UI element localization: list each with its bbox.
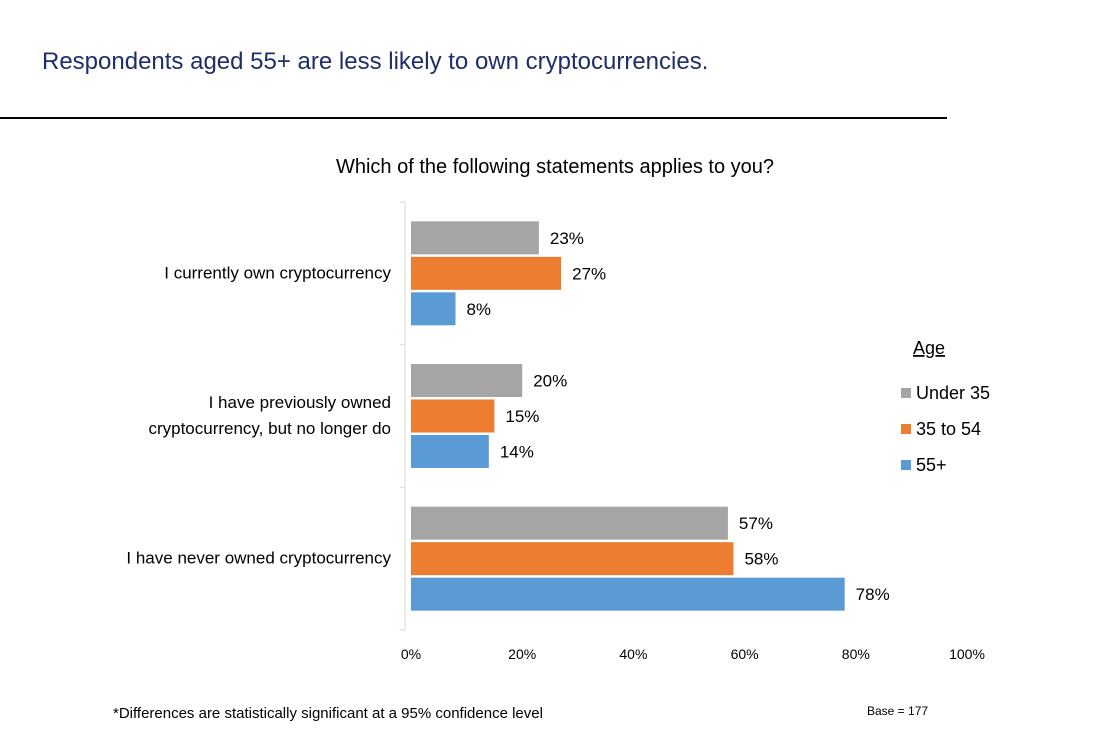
legend-label: 35 to 54 <box>916 419 981 439</box>
x-tick-label: 40% <box>619 646 647 662</box>
bar <box>411 221 539 255</box>
data-label: 78% <box>856 585 890 604</box>
x-tick-label: 80% <box>842 646 870 662</box>
data-label: 58% <box>744 550 778 569</box>
legend-label: Under 35 <box>916 383 990 403</box>
x-tick-label: 20% <box>508 646 536 662</box>
bar <box>411 364 523 397</box>
legend-swatch <box>901 388 911 398</box>
data-label: 8% <box>466 300 491 319</box>
header-divider <box>0 117 947 119</box>
x-tick-label: 100% <box>949 646 985 662</box>
data-label: 57% <box>739 514 773 533</box>
category-label: cryptocurrency, but no longer do <box>148 419 391 438</box>
data-label: 15% <box>505 407 539 426</box>
bar <box>411 542 734 576</box>
bar <box>411 435 489 468</box>
bar-chart: Which of the following statements applie… <box>126 156 990 662</box>
category-label: I have never owned cryptocurrency <box>126 549 391 568</box>
data-label: 27% <box>572 264 606 283</box>
x-tick-label: 0% <box>401 646 421 662</box>
legend-swatch <box>901 424 911 434</box>
page-headline: Respondents aged 55+ are less likely to … <box>42 48 709 75</box>
category-label: I have previously owned <box>209 393 391 412</box>
bar <box>411 506 728 540</box>
legend-swatch <box>901 460 911 470</box>
data-label: 20% <box>533 372 567 391</box>
legend-label: 55+ <box>916 455 947 475</box>
chart-title: Which of the following statements applie… <box>336 156 774 178</box>
bar <box>411 256 562 290</box>
base-size: Base = 177 <box>867 704 929 718</box>
data-label: 14% <box>500 443 534 462</box>
bar <box>411 399 495 433</box>
data-label: 23% <box>550 229 584 248</box>
legend-title: Age <box>913 338 945 358</box>
bar <box>411 292 456 326</box>
category-label: I currently own cryptocurrency <box>164 263 391 282</box>
x-tick-label: 60% <box>731 646 759 662</box>
bar <box>411 577 845 611</box>
footnote: *Differences are statistically significa… <box>113 705 543 722</box>
